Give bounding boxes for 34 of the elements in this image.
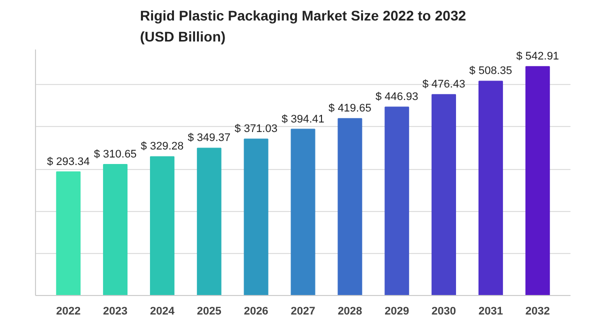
x-tick-label: 2027 [290, 306, 316, 318]
x-tick-label: 2024 [150, 306, 176, 318]
x-tick-label: 2032 [525, 306, 550, 318]
bar [338, 118, 362, 296]
data-label: $ 371.03 [234, 123, 278, 136]
data-label: $ 349.37 [188, 132, 231, 144]
bar [432, 94, 456, 296]
x-tick-label: 2030 [432, 306, 456, 318]
x-tick-label: 2029 [384, 306, 410, 318]
bar [56, 171, 81, 296]
chart-title: Rigid Plastic Packaging Market Size 2022 to 2032 (USD Billion) [140, 8, 466, 44]
data-label: $ 446.93 [375, 91, 418, 104]
data-label: $ 508.35 [469, 65, 512, 78]
data-label: $ 476.43 [422, 78, 466, 91]
bar [196, 148, 222, 296]
bar [150, 156, 174, 296]
x-tick-label: 2026 [244, 306, 268, 318]
data-label: $ 293.34 [46, 156, 90, 168]
bar [244, 138, 268, 296]
data-label: $ 310.65 [94, 148, 137, 161]
x-tick-label: 2025 [196, 306, 222, 318]
bar [290, 128, 316, 296]
x-tick-label: 2023 [103, 306, 128, 318]
x-tick-label: 2031 [478, 306, 503, 318]
data-label: $ 542.91 [516, 50, 560, 63]
data-label: $ 394.41 [282, 113, 324, 126]
bar [103, 164, 128, 296]
bar [384, 106, 410, 296]
x-tick-label: 2022 [56, 306, 81, 318]
bar [525, 66, 550, 296]
data-label: $ 419.65 [328, 102, 372, 115]
x-tick-label: 2028 [338, 306, 362, 318]
data-label: $ 329.28 [140, 140, 184, 153]
bar [478, 80, 503, 296]
